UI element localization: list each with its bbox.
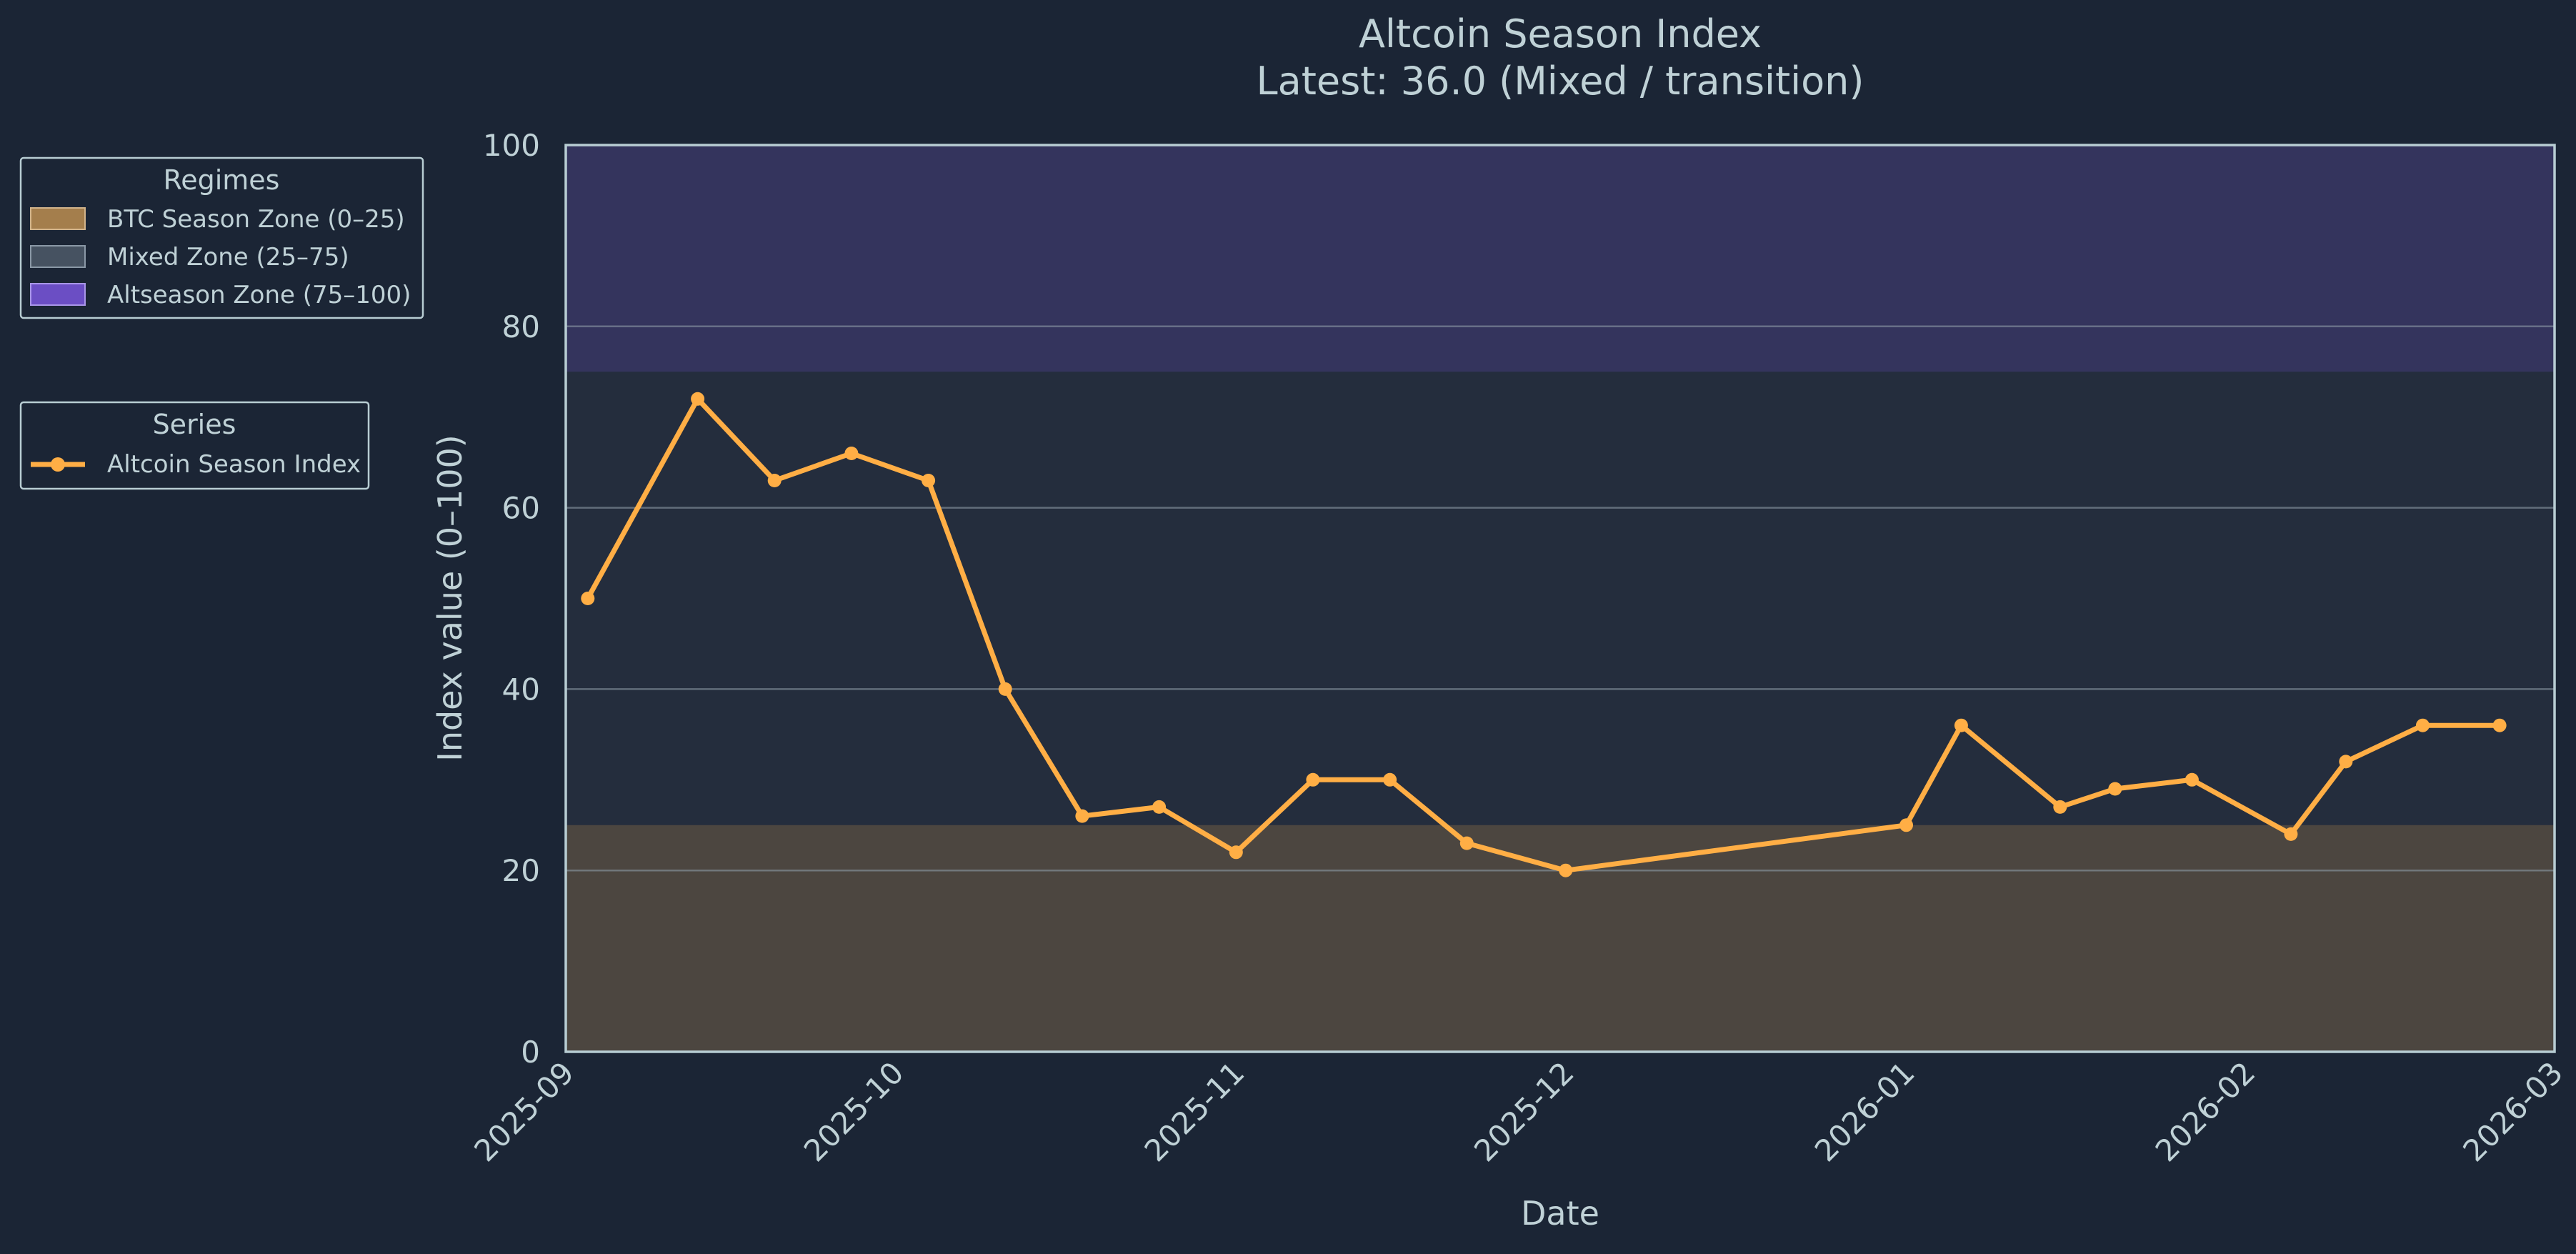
x-tick-label: 2025-09 [467,1055,581,1168]
data-point [1954,718,1968,732]
y-tick-label: 40 [502,672,540,707]
data-point [922,474,936,487]
x-tick-label: 2025-10 [797,1055,911,1168]
legend-swatch-mixed-zone [30,245,86,268]
legend-label-mixed-zone: Mixed Zone (25–75) [107,243,349,272]
legend-swatch-btc-zone [30,207,86,230]
data-point [581,592,595,605]
data-point [1899,818,1913,832]
data-point [1075,809,1089,823]
data-point [1383,772,1397,787]
data-point [691,392,705,406]
legend-label-series: Altcoin Season Index [107,450,361,479]
zone-band-btc-season-zone [566,825,2555,1052]
y-tick-label: 0 [521,1035,540,1070]
data-point [844,447,859,460]
x-tick-label: 2026-03 [2456,1055,2570,1168]
data-point [2108,782,2122,796]
data-point [2284,827,2298,841]
data-point [767,474,782,487]
legend-swatch-altseason-zone [30,283,86,306]
zone-band-mixed-zone [566,372,2555,825]
data-point [1306,772,1320,787]
series-legend-title: Series [153,409,236,440]
x-tick-label: 2026-01 [1808,1055,1922,1168]
series-legend: Series Altcoin Season Index [19,401,370,490]
y-axis-label: Index value (0–100) [431,434,469,761]
data-point [1559,863,1573,877]
regimes-legend-box [19,156,424,319]
data-point [2415,718,2430,732]
y-tick-label: 100 [483,128,540,163]
legend-marker-sample [51,457,65,472]
data-point [1229,845,1243,860]
plot-area [564,144,2556,1053]
regimes-legend-title: Regimes [164,164,280,196]
plot-background [566,145,2555,1052]
data-point [2053,800,2067,814]
series-legend-box [19,401,370,490]
data-point [2339,755,2353,769]
data-point [2185,772,2199,787]
y-tick-label: 20 [502,853,540,888]
data-point [998,682,1012,696]
chart-subtitle: Latest: 36.0 (Mixed / transition) [1257,59,1864,104]
y-tick-label: 80 [502,309,540,344]
chart-title: Altcoin Season Index [1359,11,1762,56]
y-tick-label: 60 [502,491,540,526]
data-point [2492,718,2507,732]
x-tick-label: 2025-12 [1467,1055,1581,1168]
legend-label-altseason-zone: Altseason Zone (75–100) [107,281,411,309]
x-axis-label: Date [1521,1194,1599,1233]
legend-label-btc-zone: BTC Season Zone (0–25) [107,205,405,234]
plot-frame [564,144,2556,1053]
series-line-altcoin-season-index [585,396,2502,873]
data-point [1459,836,1474,850]
data-point [1152,800,1167,814]
x-tick-label: 2026-02 [2149,1055,2262,1168]
x-tick-label: 2025-11 [1138,1055,1252,1168]
regimes-legend: Regimes BTC Season Zone (0–25) Mixed Zon… [19,156,424,319]
zone-band-altseason-zone [566,145,2555,372]
